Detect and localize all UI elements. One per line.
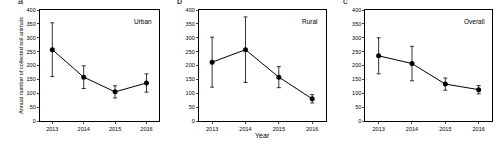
svg-text:200: 200: [352, 62, 361, 68]
svg-text:0: 0: [33, 118, 36, 124]
svg-text:2014: 2014: [406, 126, 418, 132]
svg-text:Rural: Rural: [302, 18, 318, 25]
svg-text:2015: 2015: [439, 126, 451, 132]
svg-text:2013: 2013: [206, 126, 218, 132]
svg-text:a: a: [18, 0, 23, 6]
svg-text:400: 400: [186, 7, 195, 13]
svg-text:100: 100: [27, 90, 36, 96]
svg-text:Year: Year: [255, 132, 270, 139]
svg-text:2014: 2014: [239, 126, 251, 132]
svg-text:0: 0: [192, 118, 195, 124]
svg-text:2014: 2014: [78, 126, 90, 132]
svg-text:50: 50: [189, 104, 195, 110]
svg-text:2013: 2013: [373, 126, 385, 132]
svg-text:0: 0: [358, 118, 361, 124]
svg-text:400: 400: [352, 7, 361, 13]
svg-text:Annual number of collected soi: Annual number of collected soil animals: [18, 17, 24, 114]
svg-text:150: 150: [186, 76, 195, 82]
svg-text:b: b: [177, 0, 182, 6]
svg-text:150: 150: [352, 76, 361, 82]
svg-text:150: 150: [27, 76, 36, 82]
svg-text:2015: 2015: [109, 126, 121, 132]
svg-text:c: c: [343, 0, 348, 6]
svg-text:300: 300: [27, 35, 36, 41]
svg-text:350: 350: [27, 21, 36, 27]
svg-text:2016: 2016: [306, 126, 318, 132]
svg-text:250: 250: [186, 49, 195, 55]
svg-text:300: 300: [352, 35, 361, 41]
svg-text:200: 200: [186, 62, 195, 68]
svg-text:100: 100: [186, 90, 195, 96]
svg-text:2016: 2016: [473, 126, 485, 132]
svg-text:Urban: Urban: [134, 18, 152, 25]
svg-text:350: 350: [186, 21, 195, 27]
svg-text:350: 350: [352, 21, 361, 27]
svg-text:250: 250: [27, 49, 36, 55]
svg-text:2016: 2016: [140, 126, 152, 132]
svg-text:Overall: Overall: [464, 18, 485, 25]
svg-text:400: 400: [27, 7, 36, 13]
svg-text:200: 200: [27, 62, 36, 68]
svg-text:100: 100: [352, 90, 361, 96]
svg-text:50: 50: [30, 104, 36, 110]
svg-text:2015: 2015: [273, 126, 285, 132]
svg-text:300: 300: [186, 35, 195, 41]
svg-text:50: 50: [355, 104, 361, 110]
svg-text:250: 250: [352, 49, 361, 55]
svg-text:2013: 2013: [46, 126, 58, 132]
